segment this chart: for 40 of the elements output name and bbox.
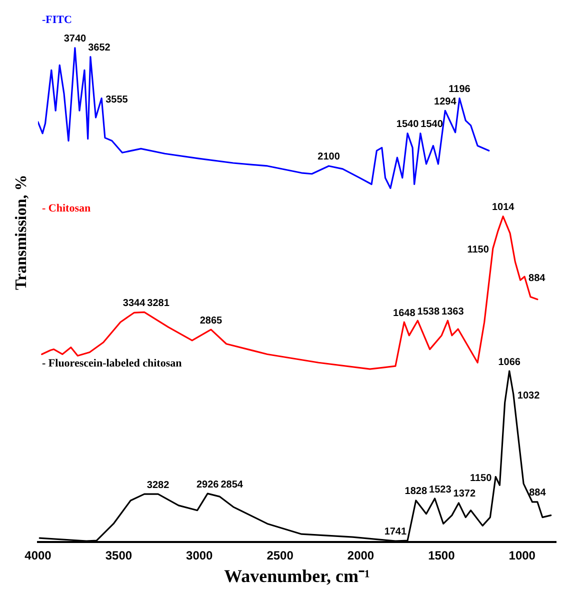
annotation: 1540 xyxy=(420,119,444,130)
series-label: -FITC xyxy=(42,14,72,26)
annotation: 1066 xyxy=(498,356,521,368)
annotation: 3555 xyxy=(106,94,128,106)
annotation: 884 xyxy=(529,488,546,499)
annotation: 1648 xyxy=(393,308,416,319)
annotation: 1828 xyxy=(404,486,428,498)
text: - Chitosan xyxy=(42,202,91,215)
x-tick-label: 2000 xyxy=(347,548,374,563)
annotation: 2100 xyxy=(318,152,340,163)
x-tick-label: 2500 xyxy=(266,548,294,563)
annotation: 1540 xyxy=(396,119,420,130)
x-axis-title: Wavenumber, cm⁻¹ xyxy=(224,566,370,586)
y-axis-title: Transmission, % xyxy=(13,174,30,290)
x-tick-label: 3500 xyxy=(105,548,132,563)
annotation: 1538 xyxy=(417,306,440,318)
annotation: 3652 xyxy=(88,42,111,54)
annotation: 3282 xyxy=(146,480,170,491)
annotation: 1032 xyxy=(517,390,540,402)
annotation: 1150 xyxy=(467,244,490,256)
annotation: 1741 xyxy=(384,526,407,538)
x-tick-label: 3000 xyxy=(186,548,214,563)
text: - Fluorescein-labeled chitosan xyxy=(42,357,182,370)
annotation: 1372 xyxy=(453,488,476,500)
x-tick-label: 1500 xyxy=(428,548,456,563)
annotation: 1294 xyxy=(434,96,457,108)
annotation: 1014 xyxy=(492,202,515,214)
annotation: 1150 xyxy=(470,473,492,484)
annotation: 3344 xyxy=(122,298,146,309)
annotation: 2926 xyxy=(196,479,220,490)
annotation: 2854 xyxy=(220,479,244,490)
x-tick-label: 1000 xyxy=(508,548,536,563)
annotation: 3281 xyxy=(147,298,170,309)
annotation: 2865 xyxy=(200,315,223,326)
annotation: 3740 xyxy=(64,34,87,45)
x-tick-label: 4000 xyxy=(24,548,52,563)
annotation: 1196 xyxy=(448,84,471,96)
annotation: 1363 xyxy=(442,306,464,318)
annotation: 1523 xyxy=(429,484,452,496)
annotation: 884 xyxy=(528,272,546,284)
